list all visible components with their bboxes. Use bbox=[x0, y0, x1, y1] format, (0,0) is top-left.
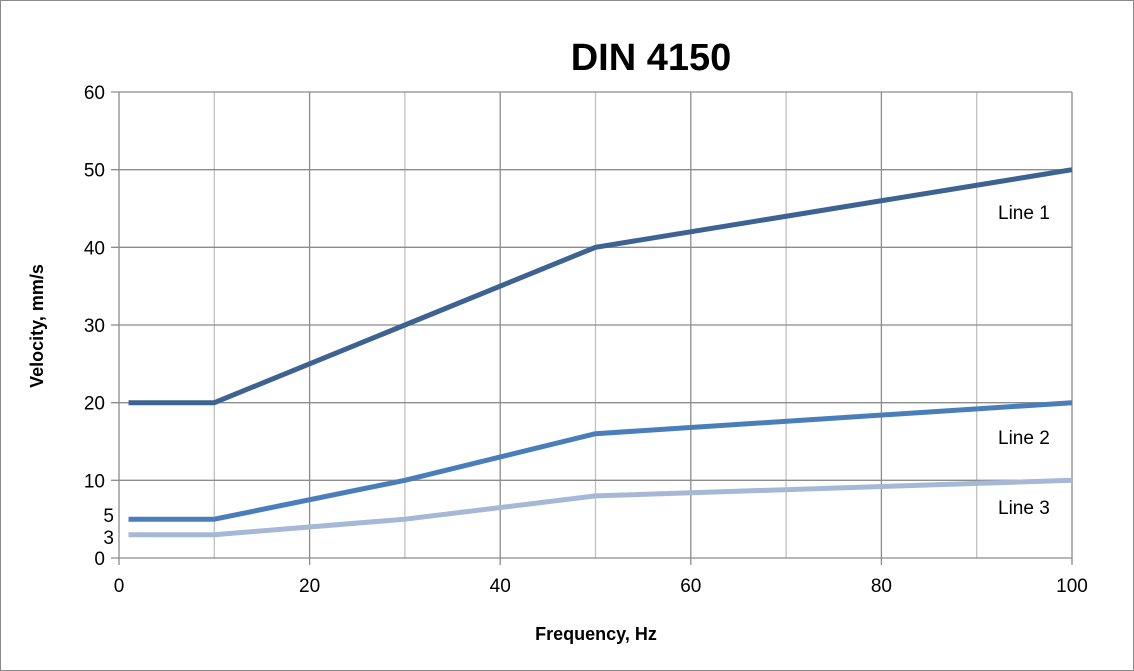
x-tick-label: 40 bbox=[490, 576, 511, 597]
y-tick-label: 50 bbox=[84, 161, 105, 182]
x-tick-label: 60 bbox=[680, 576, 701, 597]
y-axis-label: Velocity, mm/s bbox=[27, 264, 47, 388]
y-tick-label: 30 bbox=[84, 316, 105, 337]
series-label-line-1: Line 1 bbox=[998, 203, 1050, 224]
x-axis-label: Frequency, Hz bbox=[535, 624, 657, 644]
x-tick-label: 100 bbox=[1056, 576, 1088, 597]
tick-labels: 0 20 40 60 80 100 0 10 20 30 40 50 60 bbox=[84, 83, 1088, 597]
series-label-line-2: Line 2 bbox=[998, 428, 1050, 449]
series-layer bbox=[128, 167, 1073, 538]
chart-title: DIN 4150 bbox=[571, 37, 732, 79]
y-tick-label: 10 bbox=[84, 471, 105, 492]
series-line-1 bbox=[128, 167, 1073, 406]
y-tick-label: 60 bbox=[84, 83, 105, 104]
x-tick-label: 0 bbox=[114, 576, 125, 597]
x-tick-label: 20 bbox=[299, 576, 320, 597]
y-tick-label: 40 bbox=[84, 238, 105, 259]
series-line-2 bbox=[128, 400, 1073, 522]
x-tick-label: 80 bbox=[871, 576, 892, 597]
series-label-line-3: Line 3 bbox=[998, 498, 1050, 519]
y-tick-label: 0 bbox=[94, 549, 105, 570]
y-tick-label-5: 5 bbox=[103, 506, 114, 527]
grid bbox=[111, 91, 1072, 558]
y-tick-label: 20 bbox=[84, 394, 105, 415]
series-line-3 bbox=[128, 477, 1073, 538]
y-tick-label-3: 3 bbox=[103, 528, 114, 549]
